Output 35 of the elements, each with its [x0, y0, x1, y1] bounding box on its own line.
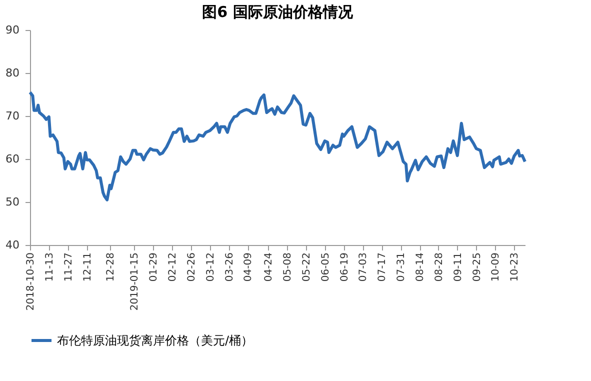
- x-tick-label: 07-17: [377, 252, 388, 282]
- x-tick-label: 03-12: [205, 252, 216, 282]
- x-tick-label: 05-22: [301, 252, 312, 282]
- x-tick-label: 06-05: [320, 252, 332, 282]
- x-tick-label: 09-11: [452, 252, 464, 282]
- y-tick-label: 90: [6, 24, 20, 36]
- line-series: [28, 90, 526, 202]
- y-tick-label: 80: [6, 66, 20, 80]
- x-tick-label: 2018-10-30: [26, 252, 36, 311]
- x-tick-label: 11-13: [44, 252, 56, 282]
- y-tick-label: 70: [6, 110, 20, 122]
- x-tick-label: 08-14: [415, 252, 426, 282]
- x-tick-label: 06-19: [339, 252, 350, 282]
- legend-label: 布伦特原油现货离岸价格（美元/桶）: [57, 334, 254, 348]
- x-tick-label: 09-25: [472, 252, 483, 282]
- x-tick-label: 10-09: [490, 252, 502, 282]
- x-tick-label: 12-28: [105, 252, 116, 282]
- x-tick-label: 04-09: [243, 252, 254, 282]
- x-tick-label: 01-29: [148, 252, 160, 282]
- y-tick-label: 50: [6, 196, 20, 208]
- y-tick-label: 60: [6, 152, 20, 166]
- x-tick-label: 10-23: [510, 252, 521, 282]
- x-tick-label: 04-24: [264, 252, 275, 282]
- x-tick-label: 08-28: [434, 252, 445, 282]
- x-tick-label: 11-27: [63, 252, 74, 282]
- x-tick-label: 2019-01-15: [130, 252, 141, 311]
- x-tick-label: 07-03: [358, 252, 370, 282]
- x-tick-label: 07-31: [396, 252, 408, 282]
- x-tick-label: 03-26: [224, 252, 236, 282]
- y-tick-label: 40: [6, 238, 20, 252]
- x-tick-label: 12-11: [82, 252, 94, 282]
- x-tick-label: 02-26: [186, 252, 198, 282]
- x-tick-label: 02-12: [168, 252, 179, 282]
- x-tick-label: 05-08: [282, 252, 294, 282]
- chart-title: 图6 国际原油价格情况: [202, 3, 354, 21]
